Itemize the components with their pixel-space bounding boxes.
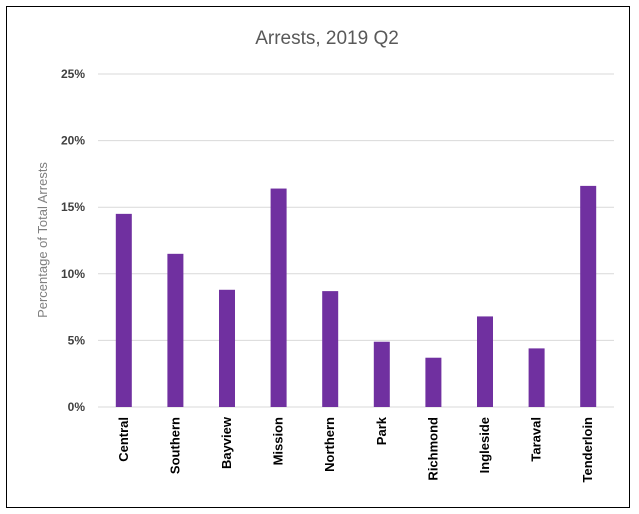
x-tick-label: Richmond bbox=[425, 417, 440, 481]
y-tick-label: 20% bbox=[61, 134, 85, 148]
bar-tenderloin bbox=[580, 185, 597, 407]
y-tick-label: 10% bbox=[61, 267, 85, 281]
x-tick-label: Northern bbox=[322, 417, 337, 472]
y-tick-label: 0% bbox=[68, 400, 86, 414]
bar-southern bbox=[167, 253, 184, 407]
chart-frame bbox=[6, 6, 630, 508]
x-tick-label: Southern bbox=[167, 417, 182, 474]
gridlines bbox=[98, 73, 614, 408]
bar-central bbox=[115, 213, 132, 407]
y-axis-ticks: 0% 5% 10% 15% 20% 25% bbox=[61, 67, 85, 414]
bar-mission bbox=[270, 188, 287, 407]
bars bbox=[115, 185, 597, 407]
x-tick-label: Tenderloin bbox=[580, 417, 595, 483]
bar-northern bbox=[322, 291, 339, 407]
y-tick-label: 5% bbox=[68, 333, 86, 347]
bar-park bbox=[373, 341, 390, 407]
x-tick-label: Mission bbox=[271, 417, 286, 465]
x-tick-label: Central bbox=[116, 417, 131, 462]
x-tick-label: Taraval bbox=[529, 417, 544, 462]
x-axis-ticks: Central Southern Bayview Mission Northern Par… bbox=[116, 416, 595, 482]
bar-bayview bbox=[219, 289, 235, 407]
y-tick-label: 15% bbox=[61, 200, 85, 214]
bar-taraval bbox=[528, 348, 545, 407]
x-tick-label: Park bbox=[374, 416, 389, 445]
bar-richmond bbox=[425, 357, 442, 407]
x-tick-label: Bayview bbox=[219, 416, 234, 469]
bar-ingleside bbox=[477, 316, 493, 407]
x-tick-label: Ingleside bbox=[477, 417, 492, 473]
chart-title: Arrests, 2019 Q2 bbox=[255, 28, 399, 49]
y-axis-label: Percentage of Total Arrests bbox=[35, 162, 50, 318]
y-tick-label: 25% bbox=[61, 67, 85, 81]
